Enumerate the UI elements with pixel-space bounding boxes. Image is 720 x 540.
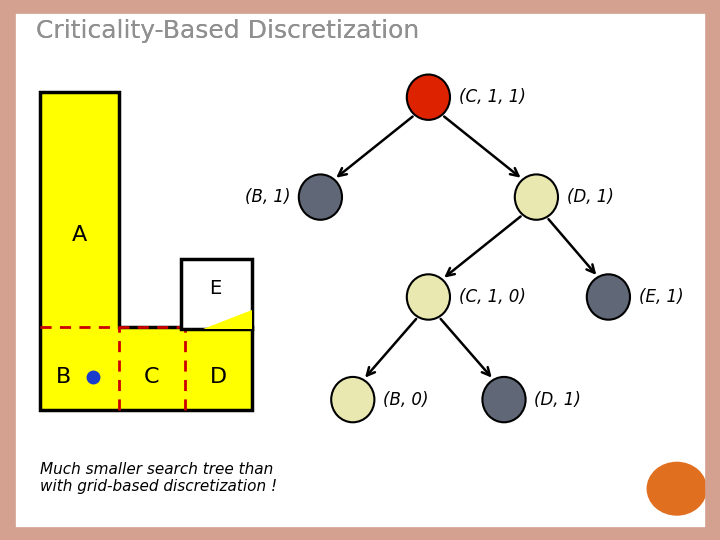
Text: (B, 1): (B, 1) (245, 188, 290, 206)
Text: (B, 0): (B, 0) (383, 390, 428, 409)
Text: (C, 1, 1): (C, 1, 1) (459, 88, 526, 106)
Ellipse shape (407, 75, 450, 120)
Bar (40, 92, 119, 410)
Polygon shape (202, 310, 252, 329)
Text: (D, 1): (D, 1) (534, 390, 581, 409)
Ellipse shape (331, 377, 374, 422)
Ellipse shape (299, 174, 342, 220)
Text: E: E (210, 279, 222, 298)
Ellipse shape (587, 274, 630, 320)
Text: Criticality-Based Discretization: Criticality-Based Discretization (36, 19, 419, 43)
Ellipse shape (482, 377, 526, 422)
Text: D: D (210, 367, 227, 387)
Text: (E, 1): (E, 1) (639, 288, 683, 306)
Text: B: B (55, 367, 71, 387)
Ellipse shape (515, 174, 558, 220)
Text: (D, 1): (D, 1) (567, 188, 613, 206)
Bar (181, 259, 252, 329)
Text: Much smaller search tree than
with grid-based discretization !: Much smaller search tree than with grid-… (40, 462, 276, 494)
Text: A: A (71, 225, 87, 245)
Text: C​riticality-B​ased D​iscretization: C​riticality-B​ased D​iscretization (36, 19, 419, 43)
Text: (C, 1, 0): (C, 1, 0) (459, 288, 526, 306)
Text: C: C (144, 367, 160, 387)
Ellipse shape (407, 274, 450, 320)
Bar (40, 327, 252, 410)
Ellipse shape (647, 462, 707, 516)
